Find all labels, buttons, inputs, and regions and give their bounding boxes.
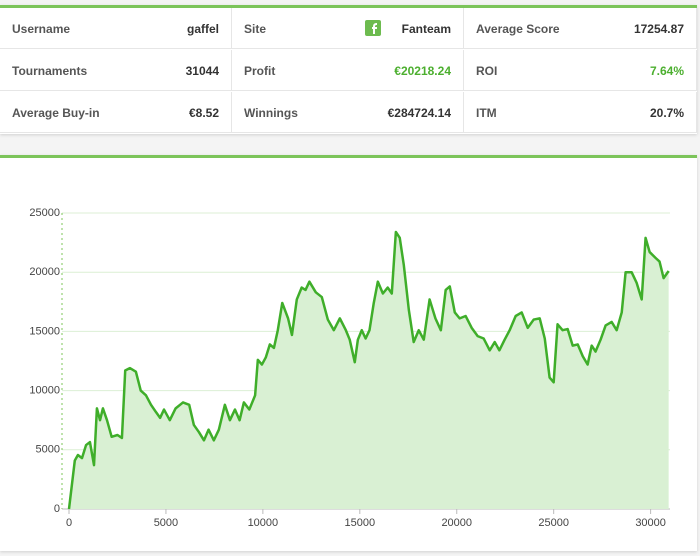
stat-cell: Tournaments 31044 [0,50,232,91]
stat-label: Tournaments [12,64,88,78]
stat-label: Site [244,22,267,36]
site-icon [365,20,381,36]
chart: 0 5000 10000 15000 20000 25000 0 5000 10000 15000… [29,207,670,529]
stat-value: 20.7% [649,106,684,120]
stat-cell: Average Score 17254.87 [464,8,697,49]
y-tick-label: 25000 [29,207,60,219]
stat-cell: Profit €20218.24 [232,50,464,91]
stat-value: gaffel [186,22,219,36]
stat-value: 31044 [185,64,219,78]
stat-cell: ROI 7.64% [464,50,697,91]
stat-label: ROI [476,64,498,78]
y-tick-label: 10000 [29,385,60,397]
stat-value: Fanteam [401,22,451,36]
stat-label: Average Buy-in [12,106,100,120]
stat-value: 7.64% [649,64,684,78]
stat-label: Profit [244,64,276,78]
stat-label: ITM [476,106,497,120]
stat-value: 17254.87 [633,22,684,36]
stat-value: €8.52 [188,106,219,120]
x-tick-label: 30000 [635,517,666,529]
chart-panel: 0 5000 10000 15000 20000 25000 0 5000 10000 15000… [0,155,697,551]
stat-value: €20218.24 [394,64,451,78]
x-tick-label: 20000 [441,517,472,529]
stat-cell: Winnings €284724.14 [232,92,464,133]
y-tick-label: 5000 [36,444,60,456]
y-tick-label: 20000 [29,266,60,278]
x-tick-label: 5000 [154,517,178,529]
y-tick-label: 15000 [29,325,60,337]
stat-label: Username [12,22,71,36]
x-tick-label: 25000 [538,517,569,529]
area [69,231,669,509]
x-tick-label: 15000 [345,517,376,529]
stat-label: Winnings [244,106,298,120]
line [67,230,670,510]
y-tick-label: 0 [54,503,60,515]
stat-cell: ITM 20.7% [464,92,697,133]
stats-panel: Username gaffel Site Fanteam Average Score 17… [0,5,697,134]
stat-cell: Username gaffel [0,8,232,49]
stat-value: €284724.14 [387,106,451,120]
stat-cell: Site Fanteam [232,8,464,49]
stat-cell: Average Buy-in €8.52 [0,92,232,133]
x-tick-label: 0 [66,517,72,529]
x-tick-label: 10000 [248,517,279,529]
stat-label: Average Score [476,22,560,36]
